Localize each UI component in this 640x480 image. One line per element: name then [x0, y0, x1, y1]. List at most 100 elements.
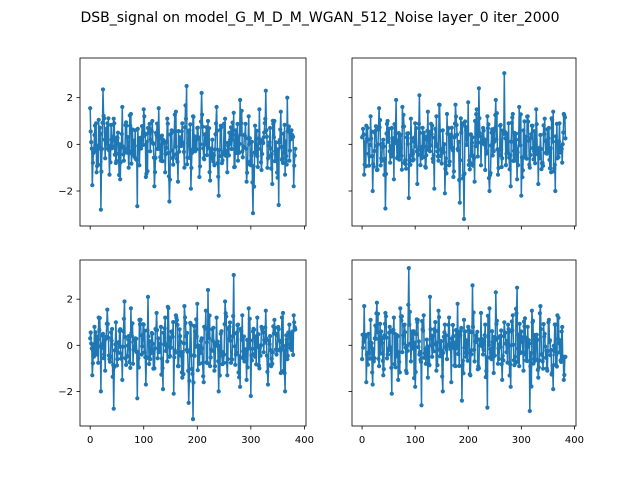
data-point [228, 141, 233, 146]
data-point [378, 351, 383, 356]
data-point [378, 163, 383, 168]
data-point [273, 140, 279, 145]
data-point [371, 164, 376, 169]
data-point [151, 141, 156, 146]
data-point [520, 175, 525, 180]
data-point [248, 393, 253, 399]
data-point [561, 377, 566, 382]
data-point [124, 362, 129, 367]
data-point [508, 153, 513, 158]
data-point [148, 137, 153, 142]
data-point [289, 128, 294, 133]
data-point [365, 362, 370, 367]
data-point [211, 153, 216, 158]
data-point [441, 150, 446, 155]
data-point [116, 340, 121, 345]
data-point [379, 158, 384, 163]
data-point [396, 377, 401, 382]
data-point [520, 168, 526, 173]
data-point [207, 126, 212, 131]
data-point [128, 306, 133, 311]
data-point [497, 153, 502, 158]
data-point [140, 124, 145, 129]
data-point [192, 353, 197, 358]
x-tick-label: 100 [134, 435, 153, 446]
data-point [167, 177, 173, 182]
data-point [104, 126, 109, 131]
data-point [145, 328, 150, 333]
x-tick-label: 200 [188, 435, 207, 446]
data-point [417, 130, 422, 136]
data-point [431, 333, 436, 338]
data-point [100, 120, 105, 125]
data-point [92, 132, 97, 138]
data-point [451, 334, 456, 339]
data-point [211, 349, 216, 354]
data-point [277, 137, 282, 142]
data-point [264, 134, 269, 139]
data-point [481, 352, 486, 357]
data-point [440, 128, 445, 133]
data-point [464, 128, 469, 133]
data-point [185, 330, 190, 336]
data-point [235, 121, 240, 127]
data-point [412, 376, 417, 381]
data-point [235, 158, 241, 163]
data-point [542, 131, 547, 137]
data-point [528, 152, 533, 158]
data-point [548, 146, 553, 151]
y-tick-label: 0 [67, 341, 73, 352]
data-point [496, 165, 501, 171]
data-point [213, 121, 219, 126]
data-point [160, 159, 165, 164]
data-point [429, 132, 434, 137]
data-point [412, 135, 417, 140]
data-point [183, 103, 188, 108]
data-point [279, 315, 284, 320]
data-point [191, 380, 196, 385]
data-point [181, 372, 186, 377]
data-point [118, 327, 123, 332]
data-point [424, 353, 429, 358]
data-point [240, 313, 245, 318]
data-point [205, 361, 210, 366]
data-point [447, 341, 452, 346]
data-point [186, 400, 191, 405]
data-point [90, 160, 95, 165]
data-point [140, 344, 145, 349]
data-point [102, 116, 107, 121]
data-point [534, 122, 539, 127]
data-point [561, 130, 566, 135]
data-point [526, 119, 531, 124]
data-point [462, 171, 467, 176]
data-point [472, 156, 477, 161]
data-point [524, 156, 529, 161]
data-point [225, 170, 230, 175]
subplot-3: 0 100 200 300 400 −2 0 2 [58, 259, 314, 446]
data-point [543, 344, 548, 349]
data-point [528, 135, 534, 141]
data-point [454, 122, 459, 128]
data-point [140, 336, 145, 341]
data-point [173, 109, 178, 114]
subplots: −2 0 2 0 100 200 300 400 −2 0 2 0 100 200 300 400 [58, 57, 584, 446]
data-point [258, 343, 264, 348]
data-point [456, 148, 461, 153]
data-point [121, 329, 126, 334]
data-point [126, 144, 131, 150]
data-point [468, 373, 473, 378]
data-point [546, 317, 552, 322]
data-point [545, 368, 550, 373]
data-point [261, 350, 266, 355]
data-point [496, 356, 502, 362]
data-point [282, 122, 287, 127]
data-point [440, 374, 445, 379]
data-point [141, 322, 146, 327]
data-point [117, 142, 122, 147]
data-point [224, 148, 229, 153]
data-point [369, 136, 374, 141]
data-point [127, 359, 132, 365]
data-point [156, 106, 161, 111]
data-point [516, 137, 521, 142]
data-point [222, 121, 227, 126]
